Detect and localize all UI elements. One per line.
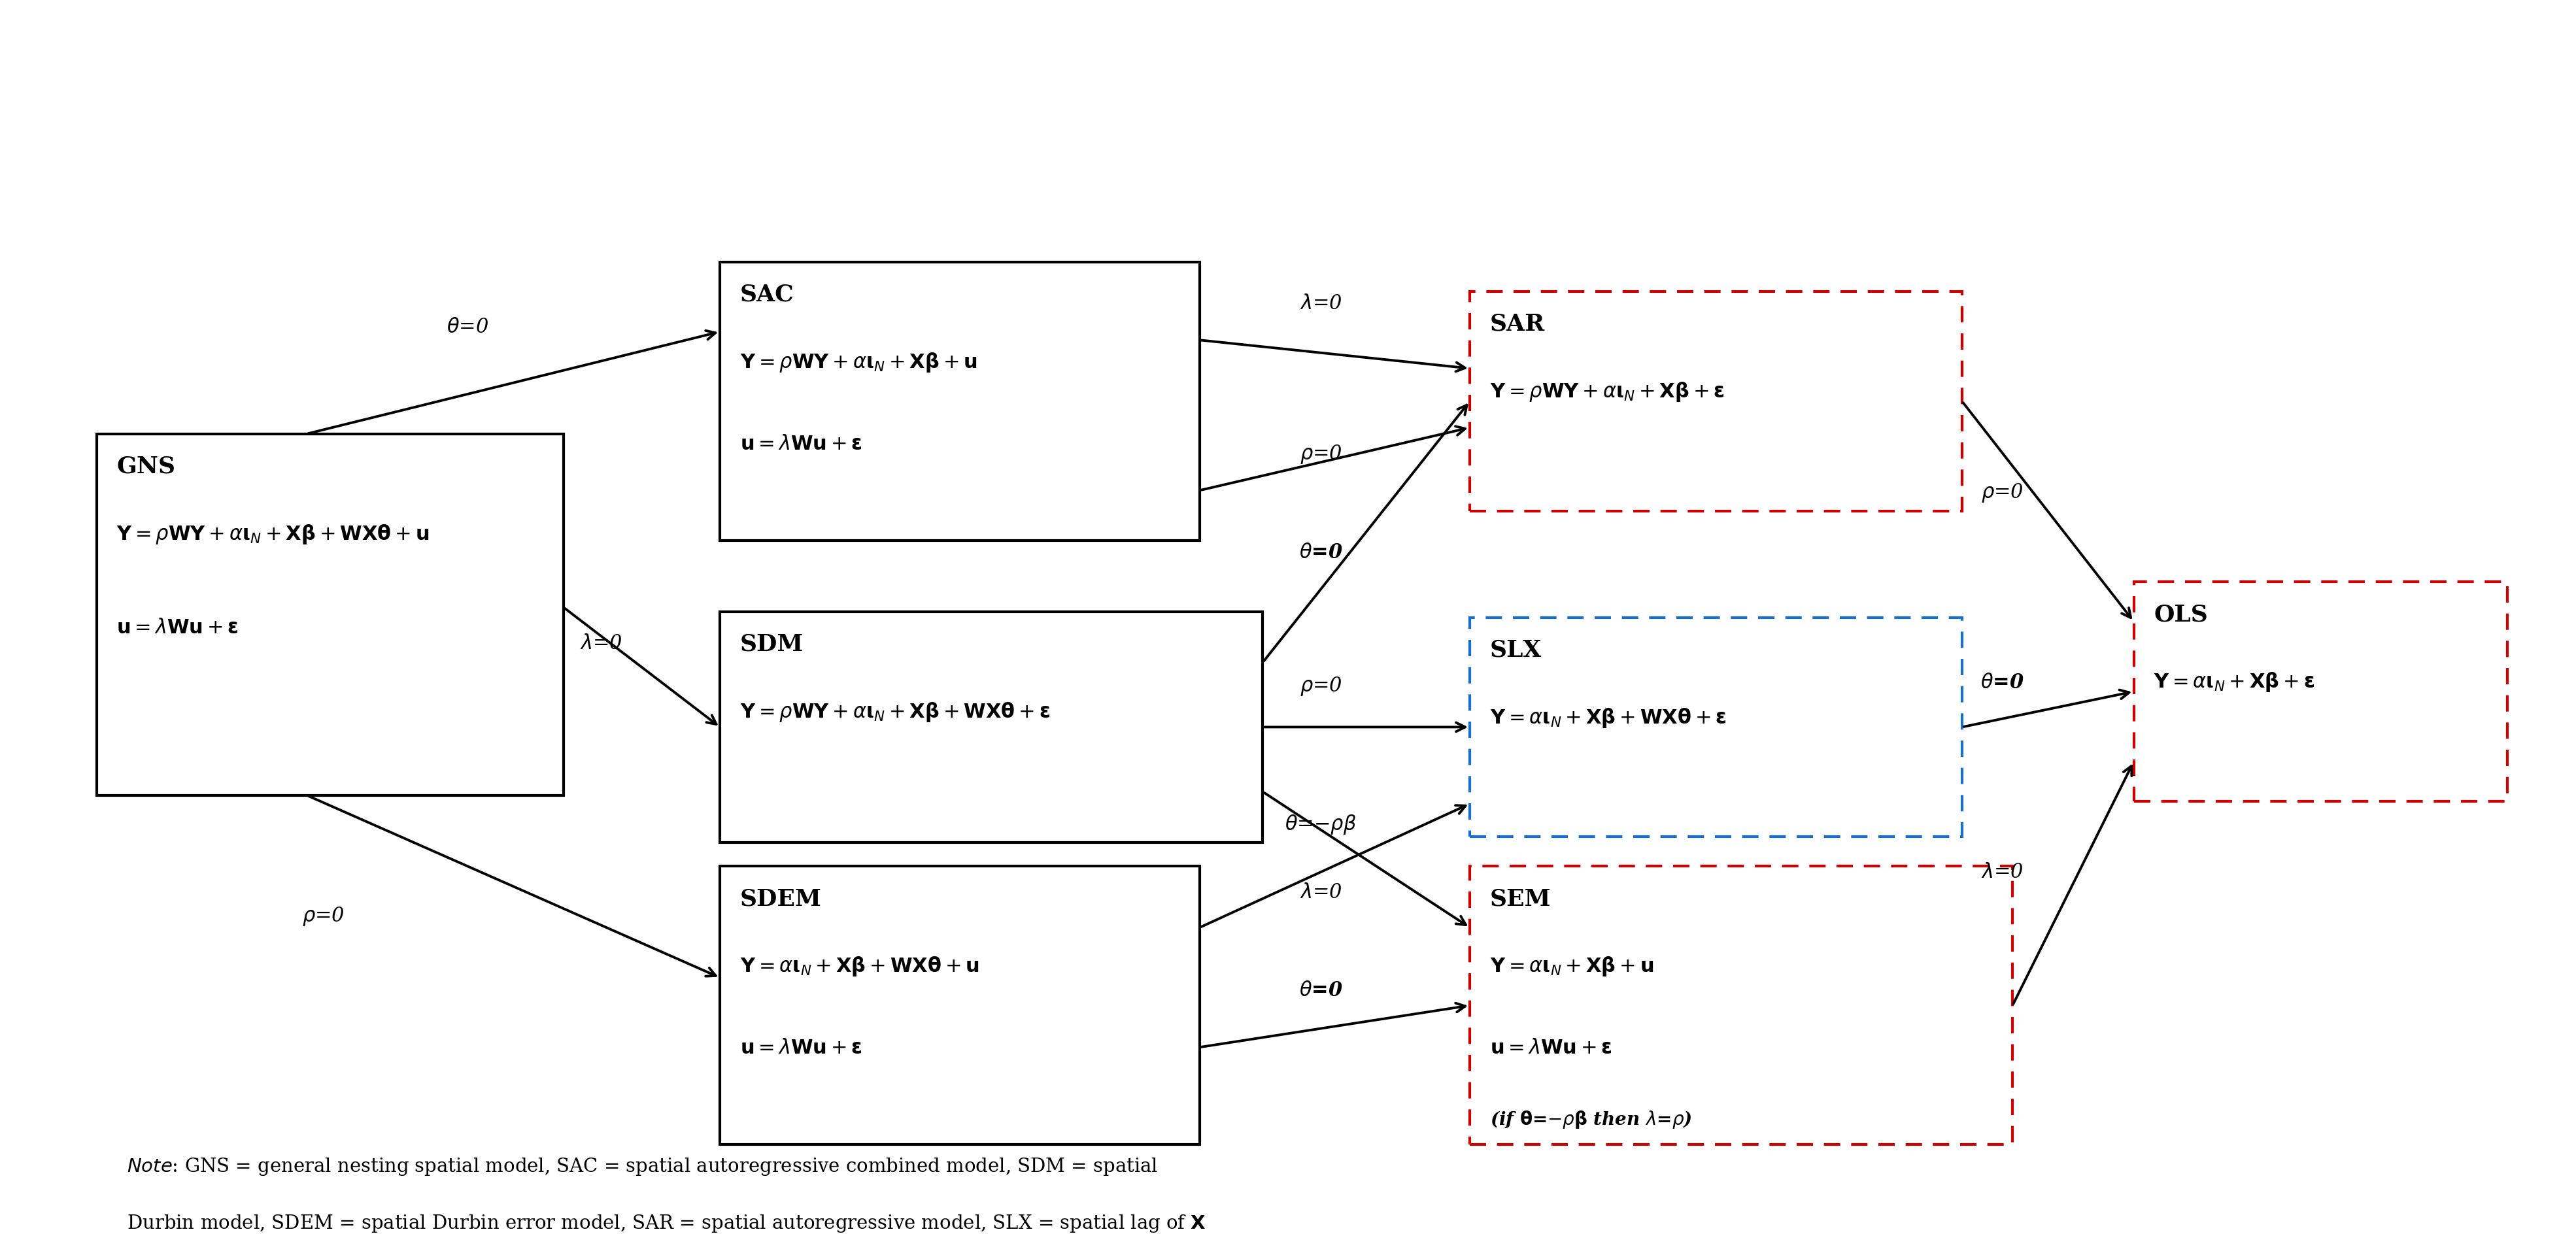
Text: (if $\mathbf{\theta}$=$-\rho\mathbf{\beta}$ then $\lambda$=$\rho$): (if $\mathbf{\theta}$=$-\rho\mathbf{\bet…	[1489, 1109, 1692, 1130]
Text: Durbin model, SDEM = spatial Durbin error model, SAR = spatial autoregressive mo: Durbin model, SDEM = spatial Durbin erro…	[126, 1213, 1206, 1234]
FancyBboxPatch shape	[2133, 582, 2506, 801]
Text: GNS: GNS	[116, 455, 175, 478]
FancyBboxPatch shape	[721, 612, 1262, 843]
Text: SAC: SAC	[739, 284, 793, 306]
Text: $\rho$=0: $\rho$=0	[1298, 443, 1342, 465]
Text: $\mathbf{Y}=\alpha\mathbf{\iota}_{N}+\mathbf{X\beta}+\mathbf{WX\theta}+\mathbf{\: $\mathbf{Y}=\alpha\mathbf{\iota}_{N}+\ma…	[1489, 706, 1726, 729]
FancyBboxPatch shape	[721, 262, 1200, 540]
Text: $\mathbf{u}=\lambda\mathbf{Wu}+\mathbf{\varepsilon}$: $\mathbf{u}=\lambda\mathbf{Wu}+\mathbf{\…	[1489, 1038, 1613, 1059]
FancyBboxPatch shape	[1471, 866, 2012, 1145]
FancyBboxPatch shape	[721, 866, 1200, 1145]
FancyBboxPatch shape	[95, 434, 564, 795]
Text: $\rho$=0: $\rho$=0	[301, 905, 345, 927]
Text: $\theta$=0: $\theta$=0	[446, 317, 489, 337]
Text: $\mathbf{Y}=\alpha\mathbf{\iota}_{N}+\mathbf{X\beta}+\mathbf{WX\theta}+\mathbf{u: $\mathbf{Y}=\alpha\mathbf{\iota}_{N}+\ma…	[739, 955, 979, 979]
FancyBboxPatch shape	[1471, 291, 1963, 511]
Text: $\rho$=0: $\rho$=0	[1981, 482, 2025, 505]
Text: $\mathbf{Y}=\alpha\mathbf{\iota}_{N}+\mathbf{X\beta}+\mathbf{u}$: $\mathbf{Y}=\alpha\mathbf{\iota}_{N}+\ma…	[1489, 955, 1654, 979]
Text: $\it{Note}$: GNS = general nesting spatial model, SAC = spatial autoregressive c: $\it{Note}$: GNS = general nesting spati…	[126, 1156, 1159, 1177]
Text: OLS: OLS	[2154, 603, 2208, 626]
Text: $\rho$=0: $\rho$=0	[1298, 675, 1342, 697]
Text: $\mathbf{u}=\lambda\mathbf{Wu}+\mathbf{\varepsilon}$: $\mathbf{u}=\lambda\mathbf{Wu}+\mathbf{\…	[739, 434, 863, 454]
Text: $\mathbf{u}=\lambda\mathbf{Wu}+\mathbf{\varepsilon}$: $\mathbf{u}=\lambda\mathbf{Wu}+\mathbf{\…	[116, 617, 240, 638]
Text: $\theta$=0: $\theta$=0	[1981, 673, 2025, 692]
Text: $\theta$=0: $\theta$=0	[1298, 542, 1342, 563]
Text: $\theta$=0: $\theta$=0	[1298, 981, 1342, 1001]
Text: $\mathbf{Y}=\alpha\mathbf{\iota}_{N}+\mathbf{X\beta}+\mathbf{\varepsilon}$: $\mathbf{Y}=\alpha\mathbf{\iota}_{N}+\ma…	[2154, 671, 2316, 694]
Text: SDEM: SDEM	[739, 887, 822, 909]
Text: $\mathbf{Y}=\rho\mathbf{WY}+\alpha\mathbf{\iota}_{N}+\mathbf{X\beta}+\mathbf{u}$: $\mathbf{Y}=\rho\mathbf{WY}+\alpha\mathb…	[739, 350, 976, 374]
Text: $\mathbf{Y}=\rho\mathbf{WY}+\alpha\mathbf{\iota}_{N}+\mathbf{X\beta}+\mathbf{WX\: $\mathbf{Y}=\rho\mathbf{WY}+\alpha\mathb…	[739, 701, 1051, 723]
Text: $\theta$=$-\rho\beta$: $\theta$=$-\rho\beta$	[1285, 813, 1358, 837]
Text: $\lambda$=0: $\lambda$=0	[1298, 294, 1342, 313]
Text: $\mathbf{Y}=\rho\mathbf{WY}+\alpha\mathbf{\iota}_{N}+\mathbf{X\beta}+\mathbf{\va: $\mathbf{Y}=\rho\mathbf{WY}+\alpha\mathb…	[1489, 380, 1723, 404]
Text: $\lambda$=0: $\lambda$=0	[1298, 882, 1342, 902]
Text: $\mathbf{Y}=\rho\mathbf{WY}+\alpha\mathbf{\iota}_{N}+\mathbf{X\beta}+\mathbf{WX\: $\mathbf{Y}=\rho\mathbf{WY}+\alpha\mathb…	[116, 523, 430, 545]
Text: $\lambda$=0: $\lambda$=0	[580, 633, 623, 654]
Text: $\lambda$=0: $\lambda$=0	[1981, 863, 2025, 882]
Text: SDM: SDM	[739, 633, 804, 655]
FancyBboxPatch shape	[1471, 617, 1963, 837]
Text: SLX: SLX	[1489, 639, 1543, 661]
Text: SEM: SEM	[1489, 887, 1551, 909]
Text: $\mathbf{u}=\lambda\mathbf{Wu}+\mathbf{\varepsilon}$: $\mathbf{u}=\lambda\mathbf{Wu}+\mathbf{\…	[739, 1038, 863, 1059]
Text: SAR: SAR	[1489, 313, 1546, 336]
